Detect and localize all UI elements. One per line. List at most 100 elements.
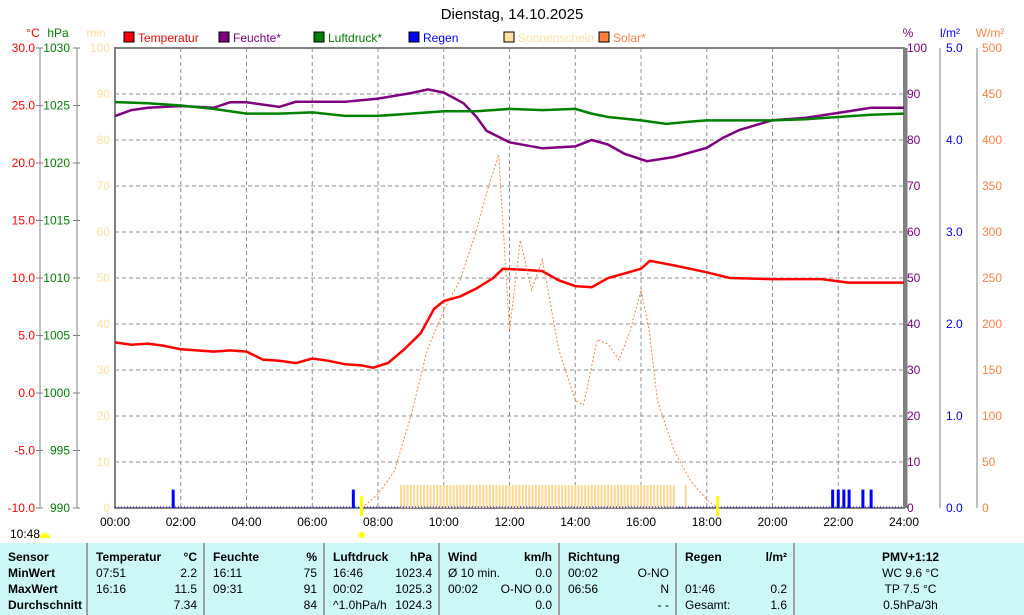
- sunshine-bar: [409, 485, 412, 508]
- sunshine-bar: [459, 485, 462, 508]
- sunshine-bar: [439, 485, 442, 508]
- table-column: Luftdruck hPa 16:46 1023.4 00:02 1025.3 ^1.0hP…: [325, 543, 440, 615]
- axis-tick-label: 10: [907, 455, 921, 469]
- rain-bar: [831, 489, 835, 508]
- table-cell: Ø 10 min.: [448, 566, 501, 580]
- axis-tick-label: 80: [907, 133, 921, 147]
- table-row: 84: [213, 597, 317, 613]
- weather-chart: °C hPa min% l/m² W/m² 30.0 25.0 20.0 15.0 10.0 5.0…: [8, 26, 1005, 538]
- sunshine-bar: [649, 485, 652, 508]
- axis-tick-label: 5.0: [946, 41, 963, 55]
- sunshine-bar: [603, 485, 606, 508]
- table-row: 09:31 91: [213, 581, 317, 597]
- sunshine-bar: [669, 485, 672, 508]
- axis-tick-label: 150: [982, 363, 1002, 377]
- rain-bar: [861, 489, 865, 508]
- time-tick-label: 02:00: [166, 515, 196, 529]
- time-tick-label: 16:00: [626, 515, 656, 529]
- sunshine-bar: [567, 485, 570, 508]
- table-cell: 0.0: [535, 566, 552, 580]
- sunshine-bar: [528, 485, 531, 508]
- axis-tick-label: 70: [907, 179, 921, 193]
- axis-unit-press_unit: hPa: [47, 26, 69, 40]
- sunshine-bar: [442, 485, 445, 508]
- sunshine-bar: [403, 485, 406, 508]
- time-tick-label: 00:00: [100, 515, 130, 529]
- axis-tick-label: 20: [907, 409, 921, 423]
- sunshine-bar: [620, 485, 623, 508]
- table-column: Richtung 00:02 O-NO 06:56 N - -: [560, 543, 677, 615]
- axis-tick-label: 0.0: [18, 386, 35, 400]
- sunshine-bar: [426, 485, 429, 508]
- table-cell: 0.0: [535, 598, 552, 612]
- axis-tick-label: 1015: [43, 214, 70, 228]
- axis-tick-label: 1005: [43, 329, 70, 343]
- table-cell: 00:02: [333, 582, 364, 596]
- table-cell: Durchschnitt: [8, 598, 83, 612]
- axis-tick-label: 0: [982, 501, 989, 515]
- sunshine-bar: [449, 485, 452, 508]
- axis-tick-label: 100: [907, 41, 927, 55]
- table-header-cell: Feuchte: [213, 550, 260, 564]
- pmv-value: 0.5hPa/3h: [883, 598, 938, 612]
- table-cell: 91: [303, 582, 317, 596]
- axis-tick-label: 200: [982, 317, 1002, 331]
- table-row: 00:02 1025.3: [333, 581, 432, 597]
- axis-tick-label: 3.0: [946, 225, 963, 239]
- table-row: Durchschnitt: [8, 597, 83, 613]
- sunshine-bar: [544, 485, 547, 508]
- sunshine-bar: [469, 485, 472, 508]
- axis-tick-label: 10.0: [12, 271, 36, 285]
- sunshine-bar: [531, 485, 534, 508]
- table-cell: 1025.3: [395, 582, 432, 596]
- sunshine-bar: [508, 485, 511, 508]
- sunshine-bar: [577, 485, 580, 508]
- sunshine-bar: [419, 485, 422, 508]
- table-column: Regen l/m² 01:46 0.2 Gesamt: 1.6: [677, 543, 795, 615]
- axis-tick-label: 450: [982, 87, 1002, 101]
- sunshine-bar: [590, 485, 593, 508]
- axis-tick-label: -10.0: [8, 501, 36, 515]
- sunshine-bar: [485, 485, 488, 508]
- time-tick-label: 18:00: [692, 515, 722, 529]
- rain-bar: [842, 489, 846, 508]
- rain-bar: [869, 489, 873, 508]
- sunshine-bar: [659, 485, 662, 508]
- sunshine-bar: [515, 485, 518, 508]
- table-cell: 7.34: [173, 598, 197, 612]
- rain-bar: [847, 489, 851, 508]
- time-tick-label: 20:00: [757, 515, 787, 529]
- axis-tick-label: 5.0: [18, 329, 35, 343]
- pmv-value: WC 9.6 °C: [882, 566, 939, 580]
- axis-tick-label: 0: [907, 501, 914, 515]
- sunshine-bar: [501, 485, 504, 508]
- axis-unit-solar_unit: W/m²: [976, 26, 1005, 40]
- axis-tick-label: 25.0: [12, 99, 36, 113]
- axis-tick-label: 15.0: [12, 214, 36, 228]
- sunshine-bar: [406, 485, 409, 508]
- table-header-cell: hPa: [409, 550, 432, 564]
- sunshine-bar: [465, 485, 468, 508]
- axis-unit-hum_unit: %: [903, 26, 914, 40]
- table-row: [685, 565, 787, 581]
- time-tick-label: 08:00: [363, 515, 393, 529]
- sunshine-bar: [538, 485, 541, 508]
- table-row: Gesamt: 1.6: [685, 597, 787, 613]
- axis-tick-label: 4.0: [946, 133, 963, 147]
- sunshine-bar: [584, 485, 587, 508]
- legend-label: Regen: [423, 31, 458, 45]
- legend-label: Luftdruck*: [328, 31, 382, 45]
- sunshine-bar: [524, 485, 527, 508]
- table-row: 06:56 N: [568, 581, 669, 597]
- axis-tick-label: 1000: [43, 386, 70, 400]
- sunshine-bar: [672, 485, 675, 508]
- table-row: MaxWert: [8, 581, 80, 597]
- table-header-cell: l/m²: [765, 550, 787, 564]
- table-header: Temperatur °C: [96, 549, 197, 565]
- legend-swatch-regen: [408, 31, 420, 43]
- series-line-luftdruck: [114, 100, 905, 126]
- sunshine-bar: [666, 485, 669, 508]
- table-header-cell: Wind: [448, 550, 478, 564]
- axis-tick-label: 30.0: [12, 41, 36, 55]
- axis-tick-label: 30: [907, 363, 921, 377]
